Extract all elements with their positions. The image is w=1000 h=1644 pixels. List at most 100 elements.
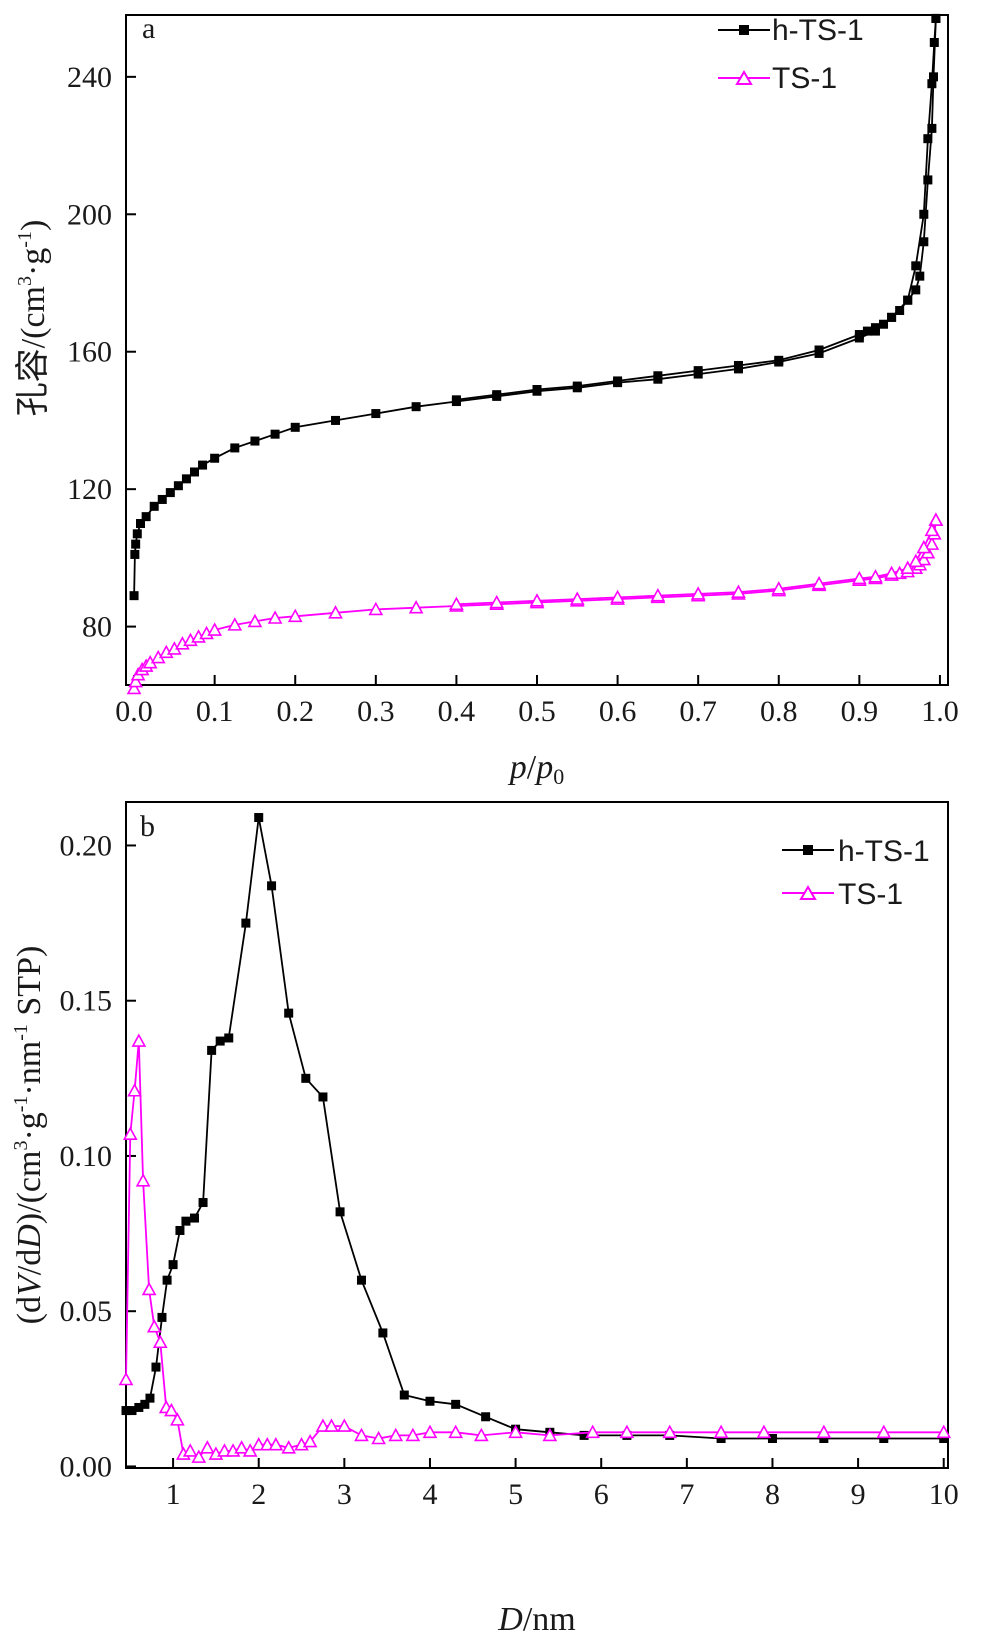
data-point (371, 1430, 386, 1445)
data-point (118, 1371, 134, 1386)
series-ts-1 (126, 512, 944, 695)
data-point (919, 209, 929, 219)
data-point (870, 323, 880, 333)
y-tick-label: 240 (67, 61, 112, 94)
x-tick-label: 0.8 (760, 695, 798, 728)
data-point (378, 1328, 388, 1338)
y-tick-label: 200 (67, 198, 112, 231)
series-b (118, 813, 952, 1463)
data-point (127, 1083, 142, 1097)
x-tick-label: 6 (594, 1478, 609, 1511)
data-point (371, 409, 381, 419)
data-point (924, 536, 940, 550)
data-point (207, 622, 222, 636)
data-point (928, 72, 938, 82)
data-point (324, 1418, 339, 1432)
data-point (121, 1406, 131, 1416)
y-tick-label: 0.15 (60, 985, 113, 1018)
data-point (716, 1434, 726, 1444)
data-point (868, 569, 883, 583)
series-ts-1 (118, 1033, 952, 1463)
legend-a-ts-1: TS-1 (718, 62, 837, 95)
data-point (928, 512, 944, 526)
x-tick-label: 1.0 (921, 695, 959, 728)
y-tick-label: 0.10 (60, 1140, 113, 1173)
data-point (923, 175, 933, 185)
legend-a: h-TS-1 TS-1 (718, 14, 864, 95)
data-point (492, 390, 502, 400)
data-point (900, 560, 916, 574)
data-point (399, 1390, 409, 1400)
data-point (852, 570, 867, 585)
data-point (224, 1033, 234, 1043)
data-point (182, 1443, 198, 1457)
legend-label: TS-1 (838, 878, 903, 911)
panel-b: b 1 2 3 4 5 6 7 8 9 10 0.000.050.100.150.20 D/nm … (10, 801, 959, 1638)
x-ticks-b: 1 2 3 4 5 6 7 8 9 10 (166, 1458, 959, 1511)
x-tick-label: 10 (929, 1478, 959, 1511)
data-point (854, 330, 864, 340)
data-point (473, 1427, 489, 1442)
data-point (425, 1396, 435, 1406)
data-point (259, 1437, 275, 1451)
data-point (489, 594, 505, 609)
data-point (927, 123, 937, 133)
data-point (690, 586, 706, 600)
series-h-ts-1 (121, 813, 949, 1444)
data-point (819, 1434, 829, 1444)
data-point (131, 539, 141, 549)
data-point (903, 295, 913, 305)
x-tick-label: 0.2 (276, 695, 314, 728)
x-tick-label: 3 (337, 1478, 352, 1511)
series-a (126, 13, 944, 695)
data-point (927, 79, 937, 89)
data-point (128, 673, 144, 688)
data-point (713, 1424, 729, 1439)
data-point (215, 1036, 225, 1046)
data-point (157, 494, 167, 504)
data-point (247, 613, 263, 628)
data-point (135, 1173, 151, 1187)
data-point (405, 1427, 421, 1442)
data-point (149, 501, 159, 511)
series-line (125, 1041, 944, 1459)
x-tick-label: 0.1 (196, 695, 234, 728)
data-point (936, 1424, 952, 1439)
panel-label-a: a (142, 12, 155, 45)
data-point (181, 1216, 191, 1226)
data-point (368, 601, 384, 616)
y-axis-title-b: (dV/dD)/(cm3·g-1·nm-1 STP) (10, 946, 48, 1325)
data-point (127, 1406, 137, 1416)
legend-b: h-TS-1 TS-1 (782, 835, 930, 911)
data-point (190, 1213, 199, 1223)
x-tick-label: 2 (251, 1478, 266, 1511)
data-point (318, 1092, 328, 1102)
data-point (915, 271, 925, 281)
data-point (146, 1319, 162, 1333)
data-point (653, 371, 663, 381)
data-point (122, 1126, 138, 1141)
y-tick-label: 0.05 (60, 1295, 113, 1328)
x-tick-label: 1 (166, 1478, 181, 1511)
x-tick-label: 0.7 (679, 695, 717, 728)
data-point (198, 1198, 208, 1208)
data-point (862, 326, 872, 336)
data-point (151, 1362, 161, 1372)
data-point (884, 565, 899, 580)
data-point (529, 593, 545, 607)
data-point (876, 1424, 892, 1439)
data-point (448, 1424, 464, 1439)
y-tick-label: 80 (82, 611, 112, 644)
data-point (281, 1440, 297, 1454)
legend-label: h-TS-1 (772, 14, 864, 47)
data-point (190, 467, 199, 477)
data-point (388, 1427, 404, 1442)
panel-a: a 0.0 0.1 0.2 0.3 0.4 0.5 0.6 0.7 0.8 0.9 1.0 80 12… (14, 12, 959, 789)
series-line (456, 18, 937, 401)
x-tick-label: 0.6 (599, 695, 637, 728)
data-point (879, 319, 889, 329)
data-point (569, 591, 585, 605)
data-point (887, 312, 897, 322)
data-point (268, 1437, 284, 1451)
